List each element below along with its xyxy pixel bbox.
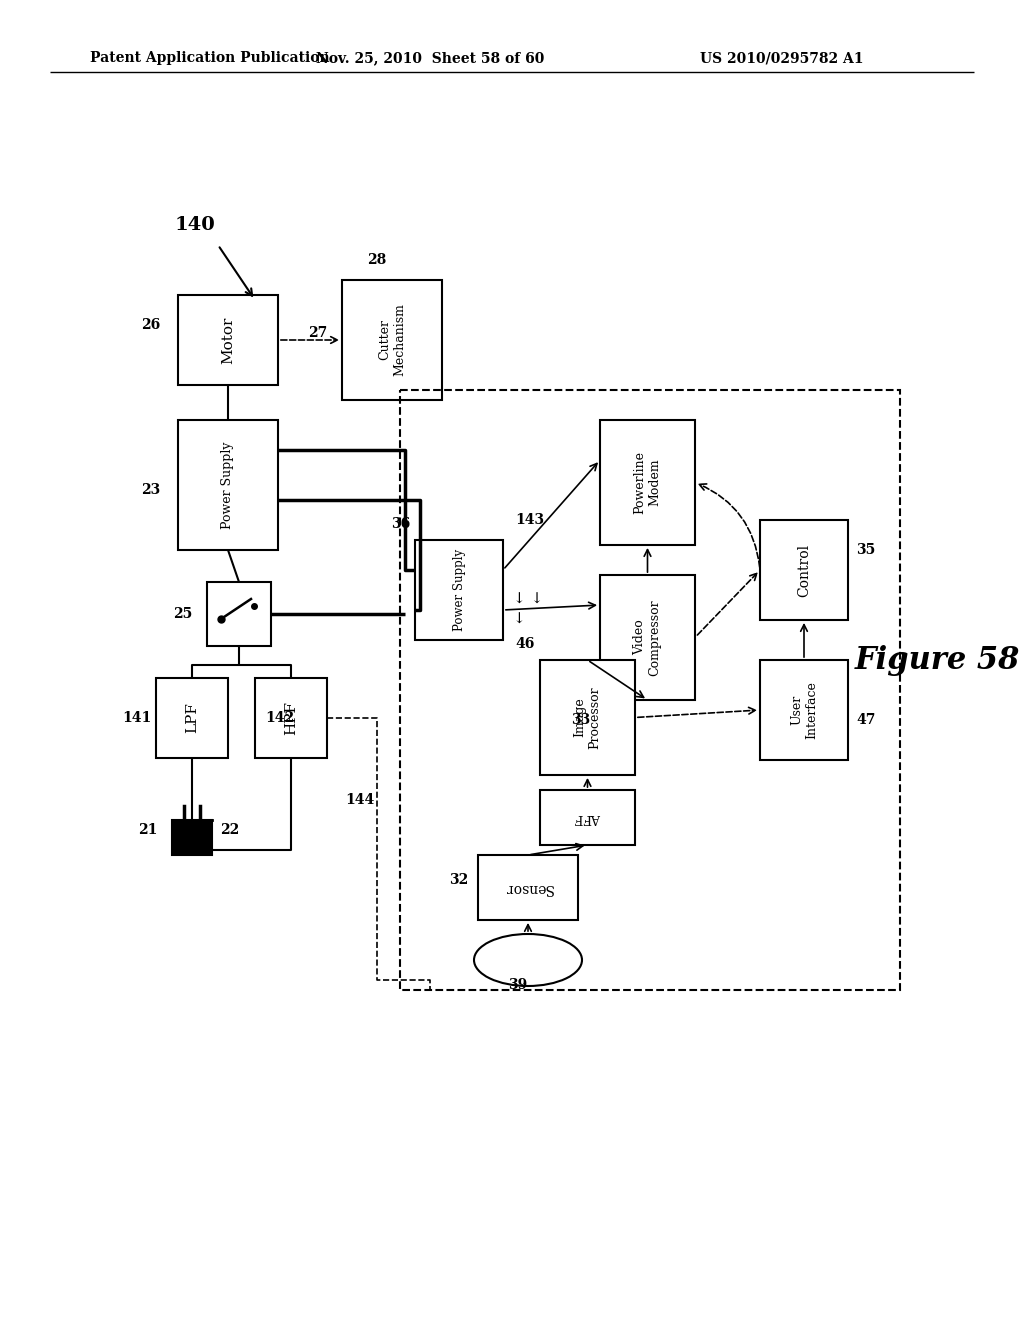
- Text: 26: 26: [140, 318, 160, 333]
- Text: 35: 35: [856, 543, 876, 557]
- Text: 47: 47: [856, 713, 876, 727]
- Bar: [600, 420, 695, 545]
- Text: 141: 141: [122, 711, 151, 725]
- Text: 25: 25: [173, 607, 193, 620]
- Ellipse shape: [474, 935, 582, 986]
- Text: ↓: ↓: [513, 612, 525, 627]
- Text: ↓ ↓: ↓ ↓: [513, 593, 544, 607]
- Text: Sensor: Sensor: [504, 880, 553, 895]
- Text: 21: 21: [137, 822, 157, 837]
- Text: 33: 33: [570, 713, 590, 727]
- Bar: [540, 789, 635, 845]
- Bar: [178, 294, 278, 385]
- Text: 140: 140: [175, 216, 215, 234]
- Text: Nov. 25, 2010  Sheet 58 of 60: Nov. 25, 2010 Sheet 58 of 60: [315, 51, 544, 65]
- Bar: [415, 540, 503, 640]
- Bar: [540, 660, 635, 775]
- Bar: [342, 280, 442, 400]
- Text: 144: 144: [345, 793, 374, 807]
- Text: Motor: Motor: [221, 317, 234, 364]
- Text: 39: 39: [508, 978, 527, 993]
- Text: 22: 22: [220, 822, 240, 837]
- Text: Powerline
Modem: Powerline Modem: [634, 451, 662, 513]
- Bar: [760, 520, 848, 620]
- Bar: [156, 678, 228, 758]
- Text: Power Supply: Power Supply: [453, 549, 466, 631]
- Text: 32: 32: [449, 873, 468, 887]
- Text: 46: 46: [516, 638, 535, 651]
- Bar: [178, 420, 278, 550]
- Bar: [207, 582, 271, 645]
- Bar: [400, 389, 900, 990]
- Text: User
Interface: User Interface: [790, 681, 818, 739]
- Text: US 2010/0295782 A1: US 2010/0295782 A1: [700, 51, 863, 65]
- Text: 36: 36: [391, 517, 410, 531]
- Text: 27: 27: [308, 326, 328, 341]
- Bar: [172, 820, 212, 855]
- Text: Image
Processor: Image Processor: [573, 686, 601, 748]
- Text: Video
Compressor: Video Compressor: [634, 599, 662, 676]
- Text: Figure 58: Figure 58: [855, 644, 1020, 676]
- Text: Control: Control: [797, 544, 811, 597]
- Text: Power Supply: Power Supply: [221, 441, 234, 529]
- Text: HPF: HPF: [284, 701, 298, 735]
- Text: 28: 28: [368, 253, 387, 267]
- Bar: [600, 576, 695, 700]
- Text: LPF: LPF: [185, 702, 199, 734]
- Bar: [478, 855, 578, 920]
- Text: 23: 23: [140, 483, 160, 498]
- Text: 142: 142: [265, 711, 294, 725]
- Bar: [760, 660, 848, 760]
- Bar: [255, 678, 327, 758]
- Text: Patent Application Publication: Patent Application Publication: [90, 51, 330, 65]
- Text: AFF: AFF: [574, 810, 601, 824]
- Text: 143: 143: [515, 513, 545, 527]
- Text: Cutter
Mechanism: Cutter Mechanism: [378, 304, 406, 376]
